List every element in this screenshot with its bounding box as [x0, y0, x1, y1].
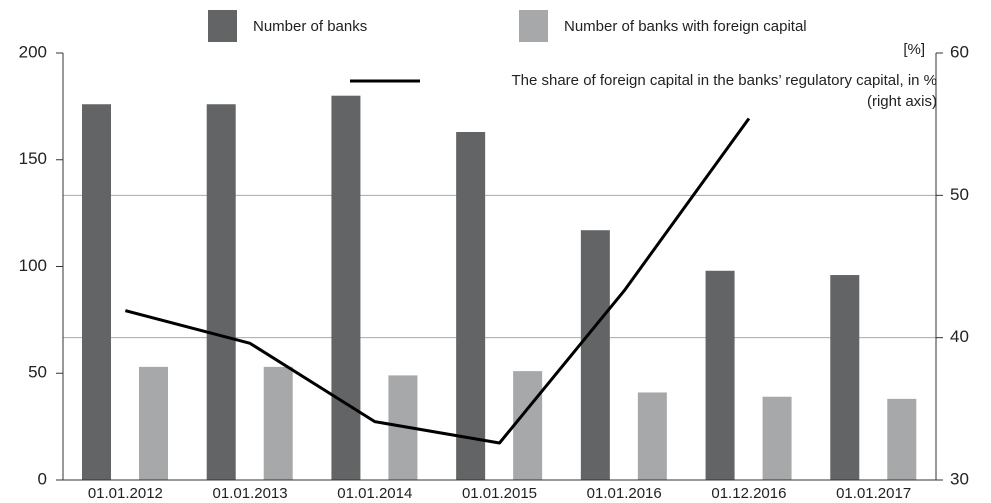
bar [705, 270, 735, 480]
legend-line-label: The share of foreign capital in the bank… [511, 72, 937, 110]
x-tick-label: 01.01.2016 [587, 485, 662, 502]
y-tick-label: 0 [38, 469, 47, 488]
bar [263, 366, 293, 480]
y2-tick-label: 60 [950, 42, 969, 61]
x-tick-label: 01.01.2017 [836, 485, 911, 502]
bar [206, 104, 236, 481]
x-tick-label: 01.01.2012 [88, 485, 163, 502]
y-tick-label: 100 [19, 256, 47, 275]
bar [887, 398, 917, 480]
y-tick-label: 150 [19, 149, 47, 168]
y-tick-label: 200 [19, 42, 47, 61]
bar [82, 104, 111, 481]
bar [637, 392, 667, 480]
y-tick-label: 50 [28, 363, 47, 382]
x-tick-label: 01.01.2014 [337, 485, 412, 502]
legend-label: Number of banks with foreign capital [564, 18, 807, 35]
bar [830, 275, 860, 480]
bar [139, 366, 168, 480]
bar [762, 396, 792, 480]
y2-axis-label: [%] [903, 41, 925, 58]
y2-tick-label: 40 [950, 327, 969, 346]
bar [513, 371, 543, 480]
bar [580, 230, 610, 480]
legend-swatch [208, 10, 237, 42]
bar [331, 95, 361, 480]
legend-label: Number of banks [253, 18, 367, 35]
x-tick-label: 01.01.2015 [462, 485, 537, 502]
y2-tick-label: 50 [950, 185, 969, 204]
y2-tick-label: 30 [950, 469, 969, 488]
line [124, 117, 751, 445]
x-tick-label: 01.12.2016 [711, 485, 786, 502]
bar [456, 131, 486, 480]
legend-swatch [519, 10, 548, 42]
x-tick-label: 01.01.2013 [213, 485, 288, 502]
